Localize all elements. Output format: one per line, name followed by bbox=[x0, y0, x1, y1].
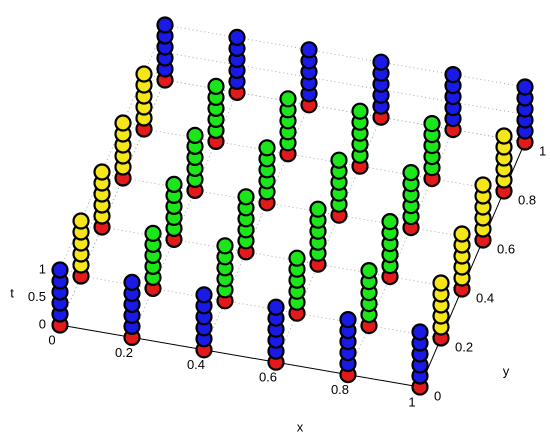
z-axis-label: t bbox=[10, 285, 14, 300]
point bbox=[258, 139, 276, 157]
y-axis-label: y bbox=[503, 363, 510, 378]
point bbox=[309, 200, 327, 218]
point bbox=[186, 126, 204, 144]
grid-line bbox=[101, 226, 463, 290]
y-tick-label: 0.8 bbox=[518, 192, 536, 207]
point bbox=[300, 41, 318, 59]
point bbox=[372, 53, 390, 71]
point bbox=[228, 28, 246, 47]
y-tick-label: 0.4 bbox=[476, 290, 494, 305]
point bbox=[444, 65, 462, 84]
grid-line bbox=[164, 79, 526, 143]
point bbox=[411, 323, 429, 341]
x-tick-label: 0.4 bbox=[187, 357, 205, 372]
y-tick-label: 0 bbox=[434, 388, 441, 403]
grid-line bbox=[164, 52, 526, 115]
x-axis bbox=[59, 324, 421, 388]
point bbox=[423, 114, 441, 133]
point bbox=[195, 286, 213, 304]
point bbox=[402, 164, 420, 182]
point bbox=[123, 273, 141, 291]
point bbox=[351, 102, 369, 120]
z-tick-label: 0.5 bbox=[28, 289, 46, 304]
point bbox=[279, 90, 297, 108]
point bbox=[207, 77, 225, 96]
x-tick-label: 0.2 bbox=[115, 345, 133, 360]
grid-line bbox=[347, 129, 454, 375]
point bbox=[114, 114, 132, 132]
point bbox=[216, 237, 234, 255]
grid-line bbox=[80, 275, 442, 339]
point bbox=[432, 274, 450, 292]
point bbox=[516, 78, 534, 96]
point bbox=[237, 188, 255, 206]
y-tick-label: 0.6 bbox=[497, 241, 515, 256]
point bbox=[381, 213, 399, 231]
grid-line bbox=[143, 128, 505, 192]
grid-line bbox=[164, 24, 526, 88]
z-tick-label: 0 bbox=[39, 316, 46, 331]
point bbox=[93, 163, 111, 181]
x-tick-label: 0.6 bbox=[259, 370, 277, 385]
y-tick-label: 1 bbox=[539, 143, 546, 158]
grid-line bbox=[203, 104, 310, 350]
point bbox=[339, 311, 357, 329]
grid-line bbox=[59, 79, 166, 326]
point bbox=[267, 298, 285, 316]
x-tick-label: 0.8 bbox=[331, 382, 349, 397]
grid-line bbox=[122, 177, 484, 241]
point bbox=[495, 127, 513, 145]
grid-line bbox=[275, 117, 382, 363]
point bbox=[144, 224, 162, 242]
point bbox=[288, 249, 306, 267]
point bbox=[72, 212, 90, 230]
y-tick-label: 0.2 bbox=[455, 339, 473, 354]
grid-line bbox=[131, 92, 238, 338]
point bbox=[156, 16, 174, 34]
point bbox=[330, 151, 348, 169]
z-tick-label: 1 bbox=[39, 261, 46, 276]
x-axis-label: x bbox=[297, 419, 304, 434]
point bbox=[474, 176, 492, 194]
point bbox=[135, 65, 153, 83]
point bbox=[165, 175, 183, 193]
point bbox=[360, 262, 378, 280]
point bbox=[453, 225, 471, 243]
point bbox=[51, 261, 69, 279]
x-tick-label: 0 bbox=[48, 332, 55, 347]
x-tick-label: 1 bbox=[408, 394, 415, 409]
